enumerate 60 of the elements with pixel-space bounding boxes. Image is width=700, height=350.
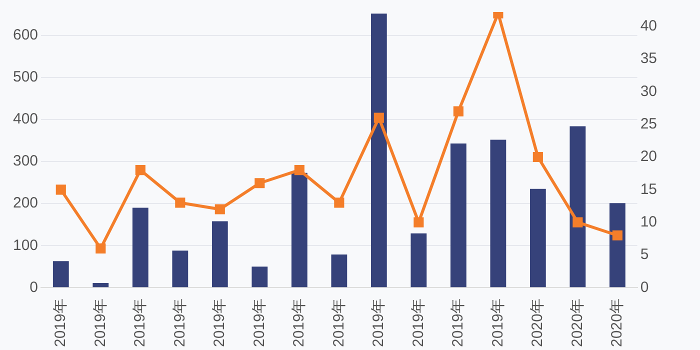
y2-tick-label: 35: [640, 50, 658, 68]
y2-tick-label: 0: [640, 278, 649, 296]
point: [56, 184, 66, 195]
y-tick-label: 200: [12, 194, 38, 212]
y2-tick-label: 40: [640, 18, 658, 35]
y-tick-label: 500: [12, 68, 38, 86]
x-tick-label: 2019年: [132, 298, 149, 348]
bar: [212, 221, 228, 288]
point: [294, 165, 304, 176]
y2-tick-label: 10: [640, 213, 658, 230]
bar: [132, 208, 148, 288]
point: [414, 217, 424, 228]
bar: [410, 233, 427, 288]
point: [175, 198, 186, 208]
x-tick-label: 2019年: [211, 298, 228, 348]
point: [612, 230, 622, 240]
point: [453, 106, 464, 116]
x-tick-label: 2019年: [489, 298, 506, 348]
y-tick-label: 400: [12, 110, 38, 128]
y-tick-label: 0: [30, 278, 38, 296]
y2-tick-label: 30: [640, 82, 658, 100]
y2-tick-label: 5: [640, 246, 649, 264]
bar: [490, 140, 506, 288]
x-tick-label: 2020年: [529, 298, 546, 348]
point: [254, 178, 265, 188]
bar: [92, 283, 109, 288]
y-tick-label: 100: [12, 236, 38, 254]
point: [135, 165, 146, 176]
x-tick-label: 2019年: [290, 298, 308, 348]
x-tick-label: 2019年: [410, 298, 427, 348]
y2-tick-label: 20: [640, 148, 658, 166]
y2-tick-label: 15: [640, 180, 658, 198]
y-tick-label: 300: [12, 152, 38, 170]
bar: [252, 266, 268, 288]
y-tick-label: 600: [12, 26, 38, 44]
bar: [291, 172, 308, 288]
point: [214, 204, 225, 214]
point: [374, 112, 384, 123]
x-tick-label: 2019年: [370, 298, 388, 348]
x-tick-label: 2019年: [92, 298, 109, 348]
bar: [450, 144, 466, 288]
bar: [609, 203, 626, 288]
x-tick-label: 2020年: [568, 298, 586, 348]
point: [96, 243, 106, 254]
bar: [570, 126, 586, 288]
x-tick-label: 2019年: [171, 298, 188, 348]
x-tick-label: 2020年: [608, 298, 626, 348]
x-tick-label: 2019年: [330, 298, 348, 348]
point: [572, 217, 583, 228]
y2-tick-label: 25: [640, 115, 658, 132]
x-tick-label: 2019年: [52, 298, 70, 348]
bar: [370, 14, 387, 288]
point: [532, 152, 543, 162]
bar: [172, 250, 188, 288]
bar: [530, 188, 546, 288]
point: [334, 198, 344, 208]
x-tick-label: 2019年: [450, 298, 467, 348]
bar: [331, 254, 348, 288]
x-tick-label: 2019年: [250, 298, 268, 348]
bar: [52, 261, 69, 288]
